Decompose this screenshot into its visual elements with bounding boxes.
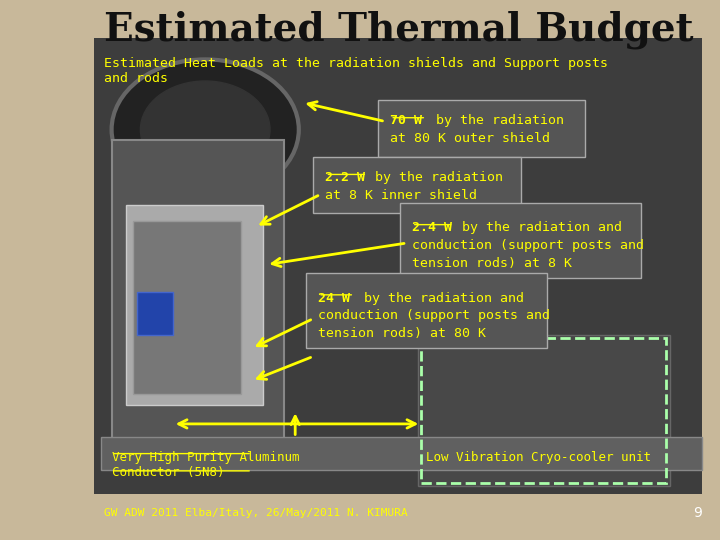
FancyBboxPatch shape bbox=[400, 202, 641, 278]
Text: Very High Purity Aluminum
Conductor (5N8): Very High Purity Aluminum Conductor (5N8… bbox=[112, 451, 299, 479]
Text: conduction (support posts and: conduction (support posts and bbox=[412, 239, 644, 252]
Text: Estimated Thermal Budget: Estimated Thermal Budget bbox=[104, 10, 694, 49]
Text: by the radiation: by the radiation bbox=[367, 171, 503, 184]
Text: by the radiation: by the radiation bbox=[428, 114, 564, 127]
Text: 2.2 W: 2.2 W bbox=[325, 171, 366, 184]
Text: tension rods) at 8 K: tension rods) at 8 K bbox=[412, 257, 572, 270]
Text: by the radiation and: by the radiation and bbox=[454, 221, 621, 234]
FancyBboxPatch shape bbox=[126, 205, 263, 405]
FancyBboxPatch shape bbox=[101, 437, 702, 470]
Text: conduction (support posts and: conduction (support posts and bbox=[318, 309, 550, 322]
Text: Low Vibration Cryo-cooler unit: Low Vibration Cryo-cooler unit bbox=[426, 451, 652, 464]
Text: Estimated Heat Loads at the radiation shields and Support posts
and rods: Estimated Heat Loads at the radiation sh… bbox=[104, 57, 608, 85]
FancyBboxPatch shape bbox=[112, 140, 284, 448]
FancyBboxPatch shape bbox=[94, 38, 702, 494]
FancyBboxPatch shape bbox=[378, 100, 585, 157]
FancyBboxPatch shape bbox=[313, 157, 521, 213]
Text: 24 W: 24 W bbox=[318, 292, 350, 305]
FancyBboxPatch shape bbox=[137, 292, 173, 335]
Text: by the radiation and: by the radiation and bbox=[356, 292, 523, 305]
FancyBboxPatch shape bbox=[133, 221, 241, 394]
Circle shape bbox=[140, 81, 270, 178]
Text: 9: 9 bbox=[693, 506, 702, 520]
FancyBboxPatch shape bbox=[418, 335, 670, 486]
Text: GW ADW 2011 Elba/Italy, 26/May/2011 N. KIMURA: GW ADW 2011 Elba/Italy, 26/May/2011 N. K… bbox=[104, 508, 408, 518]
Text: tension rods) at 80 K: tension rods) at 80 K bbox=[318, 327, 486, 340]
Text: 70 W: 70 W bbox=[390, 114, 422, 127]
FancyBboxPatch shape bbox=[306, 273, 547, 348]
Text: at 80 K outer shield: at 80 K outer shield bbox=[390, 132, 550, 145]
Circle shape bbox=[112, 59, 299, 200]
Text: 2.4 W: 2.4 W bbox=[412, 221, 452, 234]
Text: at 8 K inner shield: at 8 K inner shield bbox=[325, 189, 477, 202]
